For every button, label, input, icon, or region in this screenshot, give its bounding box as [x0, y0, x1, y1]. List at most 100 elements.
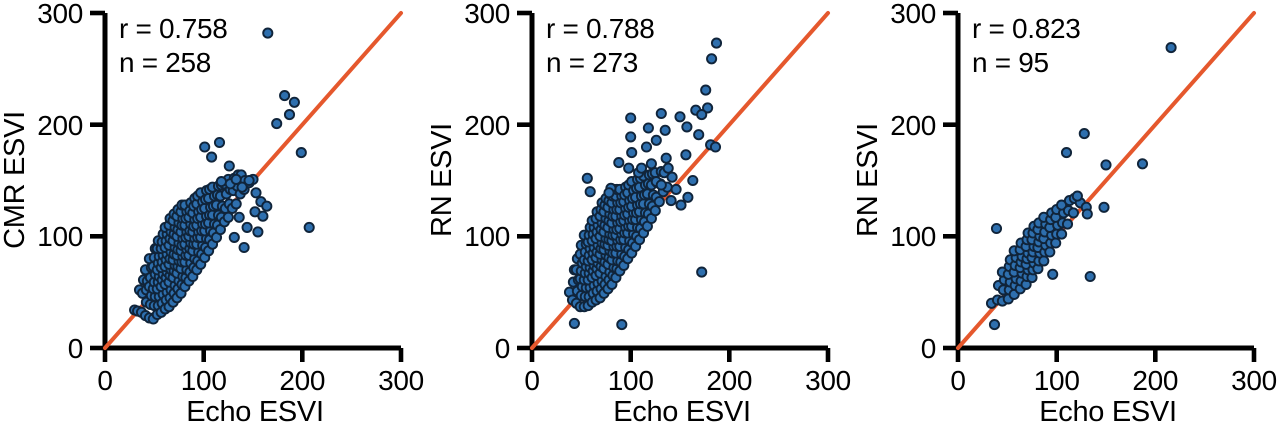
x-tick-label: 0 — [951, 365, 966, 396]
data-point — [1056, 228, 1068, 240]
scatter-points — [563, 37, 722, 331]
x-tick-label: 300 — [1231, 365, 1277, 396]
data-point — [666, 171, 678, 183]
data-point — [261, 200, 273, 212]
data-point — [622, 162, 634, 174]
x-tick-label: 200 — [279, 365, 325, 396]
y-tick-label: 300 — [37, 0, 83, 29]
x-axis-title: Echo ESVI — [1040, 396, 1177, 428]
data-point — [228, 231, 240, 243]
data-point — [568, 317, 580, 329]
data-point — [649, 205, 661, 217]
data-point — [705, 53, 717, 65]
r-annotation: r = 0.758 — [119, 13, 228, 44]
data-point — [283, 109, 296, 121]
x-axis-title: Echo ESVI — [186, 396, 323, 428]
y-tick-label: 100 — [891, 221, 937, 252]
data-point — [295, 147, 307, 159]
scatter-panel-rn-vs-echo-2: 0 100 200 300 0 100 200 300 RN ESVI Echo… — [853, 0, 1277, 428]
data-point — [288, 96, 300, 108]
data-point — [680, 149, 692, 161]
x-tick-label: 200 — [1133, 365, 1179, 396]
y-tick-label: 0 — [921, 333, 936, 364]
data-point — [1056, 199, 1068, 211]
y-tick-label: 300 — [891, 0, 937, 29]
data-point — [625, 147, 637, 159]
x-tick-label: 300 — [378, 365, 424, 396]
y-axis-title: CMR ESVI — [0, 111, 31, 249]
data-point — [695, 266, 707, 278]
y-tick-label: 100 — [37, 221, 83, 252]
data-point — [612, 157, 625, 169]
data-point — [682, 191, 694, 203]
data-point — [223, 160, 235, 172]
data-point — [1061, 147, 1073, 159]
data-point — [989, 319, 1001, 331]
data-point — [250, 187, 262, 199]
n-annotation: n = 258 — [119, 47, 211, 78]
data-point — [1165, 42, 1177, 54]
x-tick-label: 100 — [181, 365, 227, 396]
data-point — [303, 221, 315, 233]
data-point — [670, 183, 682, 195]
x-tick-label: 100 — [607, 365, 653, 396]
data-point — [271, 118, 283, 130]
y-tick-label: 200 — [464, 110, 510, 141]
data-point — [665, 195, 677, 207]
scatter-points — [129, 27, 315, 325]
data-point — [581, 172, 593, 184]
data-point — [236, 181, 248, 193]
data-point — [686, 174, 699, 187]
data-point — [692, 129, 704, 141]
y-axis-title: RN ESVI — [853, 123, 884, 237]
y-axis-title: RN ESVI — [427, 123, 458, 237]
data-point — [615, 319, 628, 331]
data-point — [1038, 255, 1050, 267]
data-point — [701, 102, 713, 114]
data-point — [624, 131, 636, 143]
data-point — [230, 173, 242, 185]
n-annotation: n = 95 — [972, 47, 1049, 78]
data-point — [1137, 158, 1149, 170]
data-point — [213, 136, 226, 149]
y-tick-label: 200 — [891, 110, 937, 141]
data-point — [709, 141, 721, 153]
data-point — [991, 222, 1003, 235]
data-point — [695, 109, 707, 121]
data-point — [1062, 218, 1074, 230]
data-point — [675, 199, 687, 211]
x-tick-label: 300 — [805, 365, 851, 396]
data-point — [674, 111, 686, 123]
data-point — [1068, 207, 1080, 219]
data-point — [635, 162, 647, 174]
data-point — [681, 121, 693, 133]
data-point — [233, 211, 245, 223]
data-point — [238, 241, 250, 254]
x-tick-label: 100 — [1034, 365, 1080, 396]
data-point — [640, 141, 652, 153]
data-point — [603, 187, 615, 199]
data-point — [655, 107, 667, 120]
data-point — [215, 176, 227, 188]
data-point — [1072, 190, 1084, 202]
data-point — [1098, 201, 1110, 213]
data-point — [1050, 237, 1062, 249]
data-point — [230, 198, 242, 210]
x-tick-label: 0 — [524, 365, 539, 396]
data-point — [1082, 208, 1094, 220]
scatter-panel-cmr-vs-echo: 0 100 200 300 0 100 200 300 CMR ESVI Ech… — [0, 0, 424, 428]
y-tick-label: 0 — [494, 333, 509, 364]
r-annotation: r = 0.823 — [972, 13, 1081, 44]
data-point — [1047, 268, 1059, 280]
x-tick-label: 200 — [706, 365, 752, 396]
data-point — [252, 226, 264, 238]
data-point — [650, 134, 662, 146]
y-tick-label: 200 — [37, 110, 83, 141]
data-point — [241, 221, 253, 233]
y-tick-label: 0 — [68, 333, 83, 364]
r-annotation: r = 0.788 — [546, 13, 655, 44]
data-point — [1100, 159, 1112, 171]
data-point — [1079, 128, 1091, 140]
data-point — [645, 158, 657, 170]
